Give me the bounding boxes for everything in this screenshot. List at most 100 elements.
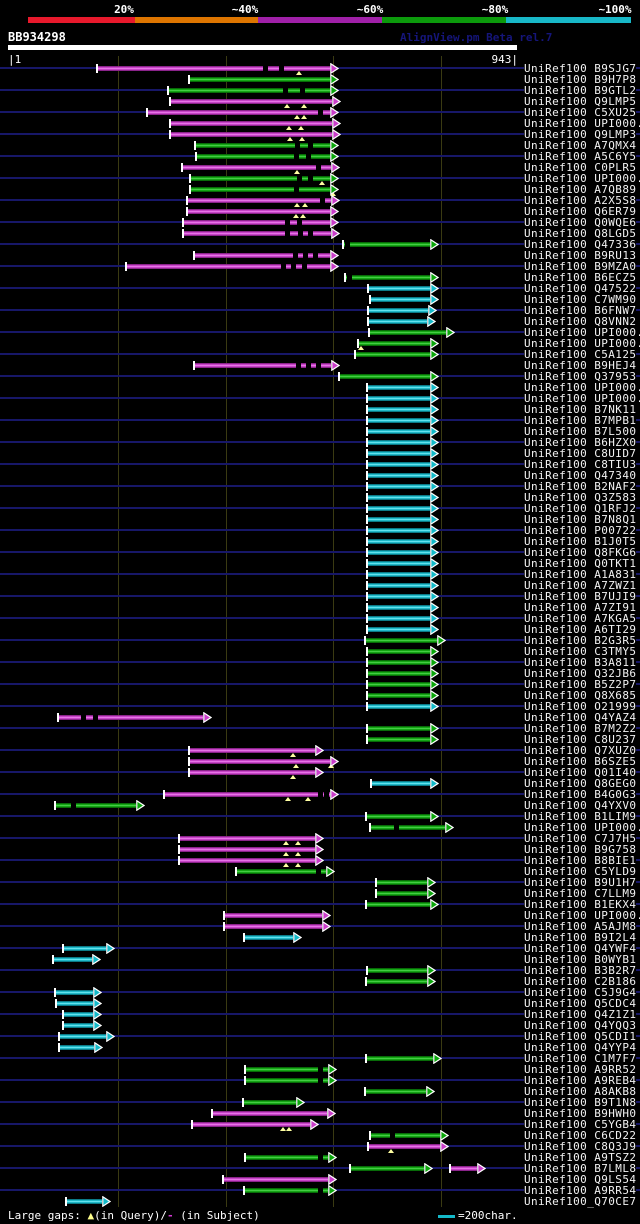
hit-accession-link[interactable]: UniRef100_B9RU13 bbox=[524, 249, 637, 262]
hit-accession-link[interactable]: UniRef100_B2NAF2 bbox=[524, 480, 637, 493]
hit-accession-link[interactable]: UniRef100_B7LML8 bbox=[524, 1162, 637, 1175]
hit-accession-link[interactable]: UniRef100_A7ZWZ1 bbox=[524, 579, 637, 592]
hit-accession-link[interactable]: UniRef100_B9G758 bbox=[524, 843, 637, 856]
hit-accession-link[interactable]: UniRef100_B9H7P8 bbox=[524, 73, 637, 86]
hit-accession-link[interactable]: UniRef100_C7LLM9 bbox=[524, 887, 637, 900]
alignment-bar[interactable] bbox=[367, 583, 430, 588]
hit-accession-link[interactable]: UniRef100_Q4YQQ3 bbox=[524, 1019, 637, 1032]
alignment-bar[interactable] bbox=[53, 957, 92, 962]
alignment-bar[interactable] bbox=[183, 231, 331, 236]
hit-accession-link[interactable]: UniRef100_Q9LMP5 bbox=[524, 95, 637, 108]
hit-accession-link[interactable]: UniRef100_C7J7H5 bbox=[524, 832, 637, 845]
alignment-bar[interactable] bbox=[168, 88, 330, 93]
alignment-bar[interactable] bbox=[368, 1144, 440, 1149]
hit-accession-link[interactable]: UniRef100_B9HWH0 bbox=[524, 1107, 637, 1120]
hit-accession-link[interactable]: UniRef100_B6FNW7 bbox=[524, 304, 637, 317]
alignment-bar[interactable] bbox=[370, 1133, 440, 1138]
hit-accession-link[interactable]: UniRef100_Q8GEG0 bbox=[524, 777, 637, 790]
hit-accession-link[interactable]: UniRef100_B2G3R5 bbox=[524, 634, 637, 647]
alignment-bar[interactable] bbox=[343, 242, 430, 247]
alignment-bar[interactable] bbox=[367, 385, 430, 390]
alignment-bar[interactable] bbox=[212, 1111, 327, 1116]
hit-accession-link[interactable]: UniRef100_B9SJG7 bbox=[524, 62, 637, 75]
hit-accession-link[interactable]: UniRef100_B3B2R7 bbox=[524, 964, 637, 977]
alignment-bar[interactable] bbox=[367, 462, 430, 467]
alignment-bar[interactable] bbox=[367, 539, 430, 544]
hit-accession-link[interactable]: UniRef100_Q0WQE6 bbox=[524, 216, 637, 229]
hit-accession-link[interactable]: UniRef100_C5YGB4 bbox=[524, 1118, 637, 1131]
hit-accession-link[interactable]: UniRef100_A9RR52 bbox=[524, 1063, 637, 1076]
hit-accession-link[interactable]: UniRef100_C5XU25 bbox=[524, 106, 637, 119]
alignment-bar[interactable] bbox=[179, 836, 315, 841]
alignment-bar[interactable] bbox=[450, 1166, 477, 1171]
alignment-bar[interactable] bbox=[56, 1001, 93, 1006]
alignment-bar[interactable] bbox=[367, 671, 430, 676]
alignment-bar[interactable] bbox=[367, 572, 430, 577]
alignment-bar[interactable] bbox=[63, 1023, 93, 1028]
hit-accession-link[interactable]: UniRef100_Q37953 bbox=[524, 370, 637, 383]
alignment-bar[interactable] bbox=[370, 297, 430, 302]
hit-accession-link[interactable]: UniRef100_A9RR54 bbox=[524, 1184, 637, 1197]
alignment-bar[interactable] bbox=[97, 66, 330, 71]
alignment-bar[interactable] bbox=[371, 781, 430, 786]
alignment-bar[interactable] bbox=[147, 110, 330, 115]
hit-accession-link[interactable]: UniRef100_Q47340 bbox=[524, 469, 637, 482]
hit-accession-link[interactable]: UniRef100_Q1RFJ2 bbox=[524, 502, 637, 515]
alignment-bar[interactable] bbox=[244, 935, 293, 940]
hit-accession-link[interactable]: UniRef100_A9REB4 bbox=[524, 1074, 637, 1087]
alignment-bar[interactable] bbox=[187, 209, 330, 214]
hit-accession-link[interactable]: UniRef100_Q01I40 bbox=[524, 766, 637, 779]
alignment-bar[interactable] bbox=[367, 726, 430, 731]
alignment-bar[interactable] bbox=[63, 946, 106, 951]
alignment-bar[interactable] bbox=[370, 825, 445, 830]
hit-accession-link[interactable]: UniRef100_Q32JB6 bbox=[524, 667, 637, 680]
alignment-bar[interactable] bbox=[367, 968, 427, 973]
alignment-bar[interactable] bbox=[367, 594, 430, 599]
hit-accession-link[interactable]: UniRef100_Q5CDI1 bbox=[524, 1030, 637, 1043]
hit-accession-link[interactable]: UniRef100_Q3Z583 bbox=[524, 491, 637, 504]
alignment-bar[interactable] bbox=[367, 451, 430, 456]
hit-accession-link[interactable]: UniRef100_Q47522 bbox=[524, 282, 637, 295]
alignment-bar[interactable] bbox=[243, 1100, 296, 1105]
alignment-bar[interactable] bbox=[192, 1122, 310, 1127]
alignment-bar[interactable] bbox=[190, 176, 330, 181]
alignment-bar[interactable] bbox=[190, 187, 330, 192]
alignment-bar[interactable] bbox=[196, 154, 330, 159]
hit-accession-link[interactable]: UniRef100_Q8X685 bbox=[524, 689, 637, 702]
hit-accession-link[interactable]: UniRef100_Q9LMP3 bbox=[524, 128, 637, 141]
alignment-bar[interactable] bbox=[63, 1012, 93, 1017]
hit-accession-link[interactable]: UniRef100_C3TMY5 bbox=[524, 645, 637, 658]
hit-accession-link[interactable]: UniRef100_A7ZI91 bbox=[524, 601, 637, 614]
hit-accession-link[interactable]: UniRef100_Q4YWF4 bbox=[524, 942, 637, 955]
hit-accession-link[interactable]: UniRef100_A8AKB8 bbox=[524, 1085, 637, 1098]
hit-accession-link[interactable]: UniRef100_Q6ER79 bbox=[524, 205, 637, 218]
hit-accession-link[interactable]: UniRef100_B6HZX0 bbox=[524, 436, 637, 449]
alignment-bar[interactable] bbox=[367, 627, 430, 632]
hit-accession-link[interactable]: UniRef100_B1J0T5 bbox=[524, 535, 637, 548]
alignment-bar[interactable] bbox=[367, 616, 430, 621]
alignment-bar[interactable] bbox=[244, 1188, 328, 1193]
alignment-bar[interactable] bbox=[245, 1078, 328, 1083]
hit-accession-link[interactable]: UniRef100_UPI000.. bbox=[524, 910, 640, 921]
alignment-bar[interactable] bbox=[245, 1155, 328, 1160]
hit-accession-link[interactable]: UniRef100_B9T1N8 bbox=[524, 1096, 637, 1109]
alignment-bar[interactable] bbox=[367, 682, 430, 687]
alignment-bar[interactable] bbox=[187, 198, 331, 203]
alignment-bar[interactable] bbox=[368, 286, 430, 291]
alignment-bar[interactable] bbox=[367, 407, 430, 412]
hit-accession-link[interactable]: UniRef100_UPI000.. bbox=[524, 338, 640, 349]
hit-accession-link[interactable]: UniRef100_C5YLD9 bbox=[524, 865, 637, 878]
alignment-bar[interactable] bbox=[126, 264, 330, 269]
alignment-bar[interactable] bbox=[367, 495, 430, 500]
hit-accession-link[interactable]: UniRef100_C0PLR5 bbox=[524, 161, 637, 174]
hit-accession-link[interactable]: UniRef100_B5Z2P7 bbox=[524, 678, 637, 691]
alignment-bar[interactable] bbox=[224, 913, 322, 918]
alignment-bar[interactable] bbox=[367, 693, 430, 698]
hit-accession-link[interactable]: UniRef100_B9I2L4 bbox=[524, 931, 637, 944]
alignment-bar[interactable] bbox=[367, 429, 430, 434]
alignment-bar[interactable] bbox=[367, 440, 430, 445]
alignment-bar[interactable] bbox=[195, 143, 330, 148]
hit-accession-link[interactable]: UniRef100_B9HEJ4 bbox=[524, 359, 637, 372]
hit-accession-link[interactable]: UniRef100_Q4YYP4 bbox=[524, 1041, 637, 1054]
hit-accession-link[interactable]: UniRef100_Q70CE7 bbox=[524, 1195, 637, 1208]
